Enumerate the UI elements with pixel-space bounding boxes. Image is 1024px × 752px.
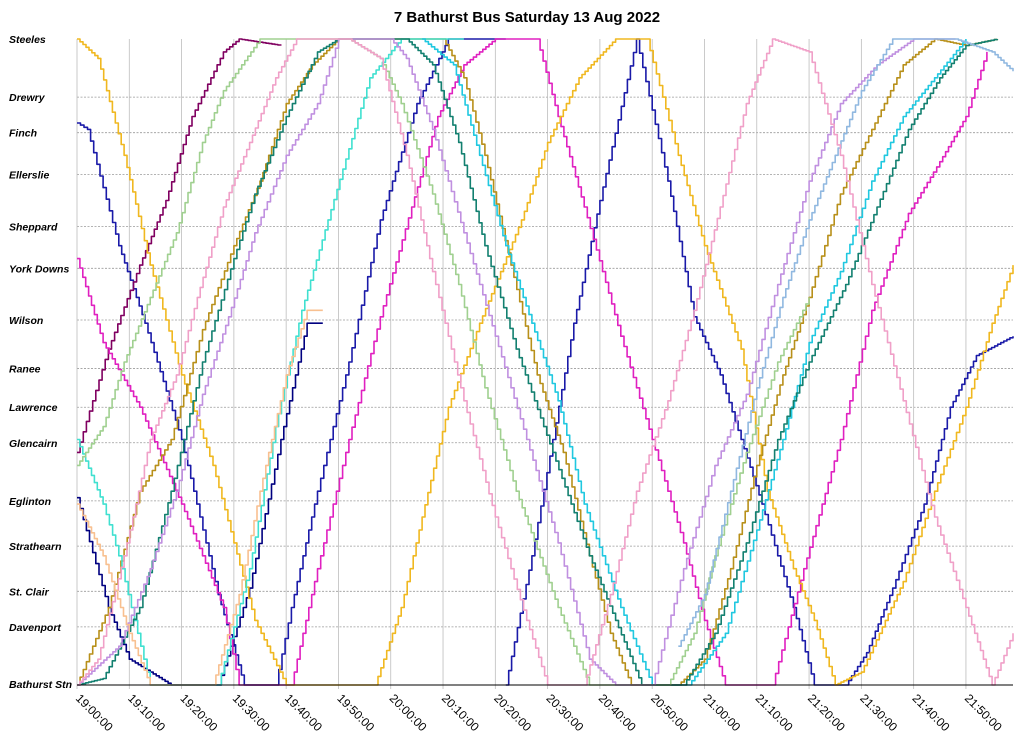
trip-line-13 (678, 38, 1014, 647)
trip-lines (77, 38, 1014, 686)
stop-label: Steeles (9, 34, 46, 46)
trip-line-14 (77, 38, 1014, 686)
stop-label: Wilson (9, 315, 43, 327)
time-tick-label: 21:10:00 (753, 691, 796, 734)
time-tick-label: 21:20:00 (805, 691, 848, 734)
chart-title: 7 Bathurst Bus Saturday 13 Aug 2022 (394, 9, 660, 26)
time-tick-label: 21:30:00 (857, 691, 900, 734)
trip-line-1 (77, 38, 506, 686)
time-tick-label: 19:20:00 (177, 691, 220, 734)
stop-label: Lawrence (9, 402, 58, 414)
stop-label: Davenport (9, 622, 61, 634)
time-tick-label: 20:30:00 (543, 691, 586, 734)
trip-line-12 (77, 38, 956, 686)
time-tick-label: 20:40:00 (596, 691, 639, 734)
stop-label: Sheppard (9, 221, 58, 233)
stop-label: Drewry (9, 92, 46, 104)
time-tick-label: 19:40:00 (282, 691, 325, 734)
stop-label: Bathurst Stn (9, 679, 72, 691)
trip-line-4 (77, 38, 282, 454)
trip-line-5 (77, 38, 988, 686)
trip-line-6 (77, 38, 1014, 686)
trip-line-8 (77, 38, 464, 686)
trip-line-7 (77, 38, 999, 686)
stop-label: York Downs (9, 263, 69, 275)
time-tick-label: 19:30:00 (230, 691, 273, 734)
stop-label: Strathearn (9, 541, 62, 553)
trip-line-9 (422, 38, 967, 686)
stop-label: Ellerslie (9, 170, 49, 182)
time-tick-labels: 19:00:00 19:10:00 19:20:00 19:30:00 19:40:00… (73, 691, 1005, 734)
stop-label: Eglinton (9, 496, 51, 508)
time-tick-label: 19:10:00 (125, 691, 168, 734)
stop-gridlines (77, 96, 1013, 628)
time-tick-label: 21:00:00 (700, 691, 743, 734)
time-tick-label: 21:40:00 (910, 691, 953, 734)
time-tick-label: 21:50:00 (962, 691, 1005, 734)
time-tick-label: 20:50:00 (648, 691, 691, 734)
time-tick-label: 20:10:00 (439, 691, 482, 734)
trip-line-2 (505, 38, 1014, 686)
trip-line-10 (77, 38, 999, 686)
stop-label: Glencairn (9, 438, 57, 450)
stop-label: St. Clair (9, 586, 50, 598)
stop-label: Ranee (9, 363, 41, 375)
time-tick-label: 20:00:00 (387, 691, 430, 734)
time-tick-label: 19:50:00 (334, 691, 377, 734)
time-tick-label: 19:00:00 (73, 691, 116, 734)
stop-label: Finch (9, 128, 37, 140)
trip-line-11 (77, 38, 810, 686)
stop-labels: Steeles Drewry Finch Ellerslie Sheppard York … (9, 34, 72, 691)
time-tick-label: 20:20:00 (491, 691, 534, 734)
